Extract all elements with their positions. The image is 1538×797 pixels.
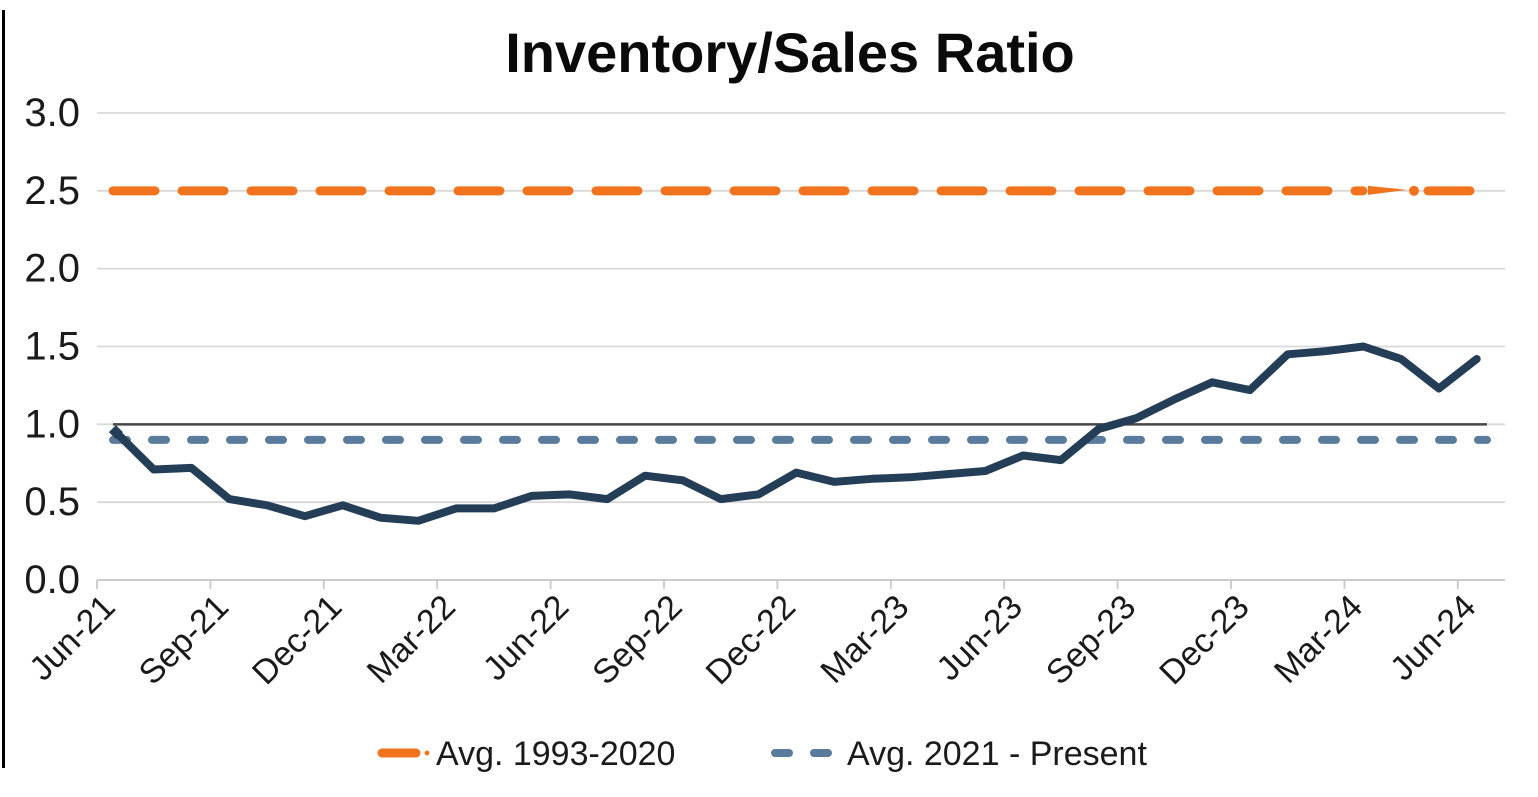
x-axis-tick-label: Mar-24 — [1267, 588, 1370, 691]
x-axis-tick-label: Sep-21 — [132, 588, 236, 692]
left-frame-border — [2, 10, 5, 768]
series — [108, 185, 1491, 525]
x-axis-tick-label: Jun-23 — [929, 588, 1029, 688]
y-axis-tick-label: 1.0 — [24, 402, 80, 446]
legend-swatch-dot — [424, 750, 430, 756]
chart-title: Inventory/Sales Ratio — [505, 21, 1075, 84]
x-axis-tick-label: Dec-23 — [1152, 588, 1256, 692]
x-axis-tick-label: Sep-22 — [585, 588, 689, 692]
gridlines — [97, 112, 1505, 581]
x-axis-tick-label: Mar-23 — [813, 588, 916, 691]
y-axis-tick-label: 0.0 — [24, 558, 80, 602]
x-axis-tick-label: Dec-22 — [699, 588, 803, 692]
y-axis-tick-label: 2.0 — [24, 247, 80, 291]
y-axis-tick-label: 2.5 — [24, 169, 80, 213]
y-axis-tick-label: 1.5 — [24, 325, 80, 369]
x-axis-tick-label: Dec-21 — [245, 588, 349, 692]
x-axis-tick-label: Mar-22 — [360, 588, 463, 691]
x-axis-tick-label: Sep-23 — [1039, 588, 1143, 692]
x-axis-tick-label: Jun-21 — [22, 588, 122, 688]
x-axis-tick-label: Jun-24 — [1383, 588, 1483, 688]
legend-label-avg-1993-2020: Avg. 1993-2020 — [436, 735, 675, 773]
dash-artifact-dot — [1409, 185, 1419, 196]
legend: Avg. 1993-2020 Avg. 2021 - Present — [377, 735, 1147, 773]
dash-artifact — [1368, 185, 1407, 195]
legend-label-avg-2021-present: Avg. 2021 - Present — [847, 735, 1147, 773]
y-axis-tick-label: 0.5 — [24, 480, 80, 524]
y-axis-tick-label: 3.0 — [24, 91, 80, 135]
first-point-marker — [108, 425, 123, 440]
x-axis-tick-label: Jun-22 — [476, 588, 576, 688]
inventory-sales-ratio-line — [111, 342, 1481, 525]
